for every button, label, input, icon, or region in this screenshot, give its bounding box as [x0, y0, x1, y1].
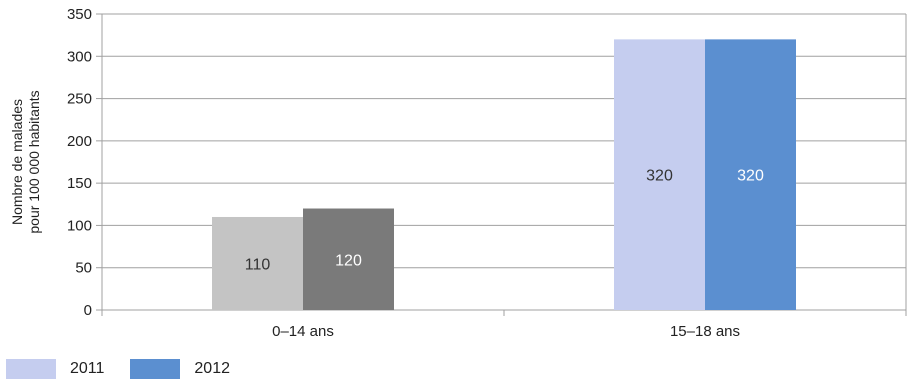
data-labels: 110 120 320 320 — [245, 168, 764, 274]
y-tick-label-300: 300 — [67, 48, 92, 65]
legend-item-2012: 2012 — [130, 359, 230, 379]
y-tick-label-150: 150 — [67, 175, 92, 192]
category-label-0: 0–14 ans — [272, 323, 334, 340]
y-tick-label-0: 0 — [84, 302, 92, 319]
legend-swatch-2011 — [6, 359, 56, 379]
y-tick-labels: 0 50 100 150 200 250 300 350 — [67, 6, 92, 319]
data-label-2012-cat1: 320 — [737, 168, 764, 185]
bar-2011-cat0 — [212, 216, 303, 310]
data-label-2012-cat0: 120 — [335, 252, 362, 269]
y-axis-label-line-1: pour 100 000 habitants — [26, 90, 42, 233]
bars — [212, 39, 796, 310]
category-labels: 0–14 ans 15–18 ans — [272, 323, 740, 340]
y-tick-label-50: 50 — [75, 260, 92, 277]
data-label-2011-cat0: 110 — [245, 256, 271, 273]
y-tick-label-350: 350 — [67, 6, 92, 23]
y-tick-label-100: 100 — [67, 217, 92, 234]
category-label-1: 15–18 ans — [670, 323, 740, 340]
y-tick-label-250: 250 — [67, 91, 92, 108]
legend-label-2011: 2011 — [70, 360, 105, 377]
y-tick-label-200: 200 — [67, 133, 92, 150]
data-label-2011-cat1: 320 — [646, 168, 673, 185]
bar-2012-cat1 — [705, 39, 796, 310]
legend-label-2012: 2012 — [194, 360, 230, 377]
bar-chart: Nombre de malades pour 100 000 habitants … — [9, 6, 907, 340]
y-axis-label-line-0: Nombre de malades — [9, 99, 25, 225]
bar-2011-cat1 — [614, 39, 705, 310]
legend-item-2011: 2011 — [6, 359, 104, 379]
y-axis-label: Nombre de malades pour 100 000 habitants — [9, 90, 42, 233]
bar-2012-cat0 — [303, 208, 394, 310]
legend-swatch-2012 — [130, 359, 181, 379]
legend: 2011 2012 — [6, 358, 256, 380]
